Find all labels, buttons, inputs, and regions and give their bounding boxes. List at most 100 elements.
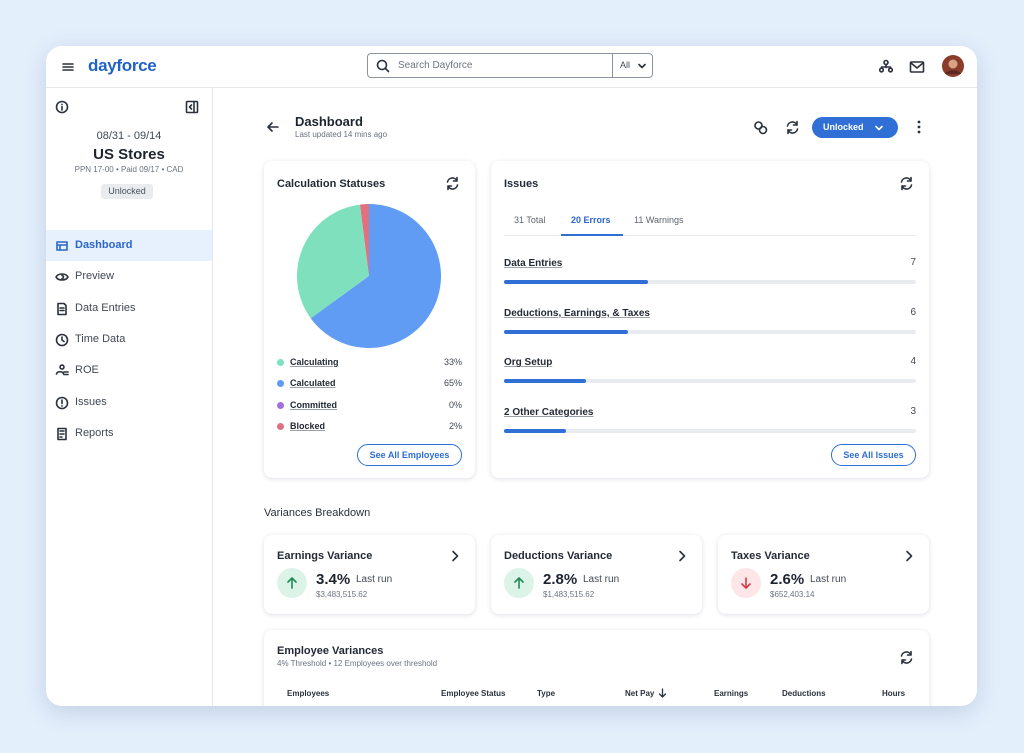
icon-path	[906, 550, 913, 562]
nav-label: Preview	[75, 270, 115, 283]
variance-card: Deductions Variance 2.8% Last run $1,483,51…	[491, 535, 702, 614]
icon-path	[55, 333, 69, 347]
search-scope[interactable]: All	[612, 54, 653, 77]
nav-item[interactable]: Preview	[46, 261, 212, 292]
variance-caption: Last run	[810, 574, 847, 585]
legend-label[interactable]: Calculating	[290, 357, 339, 367]
more-icon[interactable]	[916, 119, 922, 135]
legend-value: 0%	[448, 399, 462, 410]
pie-slice	[310, 204, 441, 348]
column-header[interactable]: Type	[537, 689, 556, 698]
menu-icon[interactable]	[61, 60, 75, 74]
calculation-card: Calculation Statuses See All Employees C…	[264, 161, 475, 478]
pie-chart	[297, 204, 441, 348]
chevron-icon[interactable]	[450, 550, 460, 562]
mail-icon[interactable]	[909, 59, 925, 75]
nav-label: Data Entries	[75, 301, 136, 314]
org-icon[interactable]	[878, 59, 894, 75]
search-icon	[376, 59, 390, 73]
chevron-icon[interactable]	[677, 550, 687, 562]
trend-arrow	[741, 577, 751, 589]
column-header[interactable]: Net Pay	[625, 689, 655, 698]
see-all-issues[interactable]: See All Issues	[831, 444, 916, 466]
variance-title: Earnings Variance	[277, 550, 373, 562]
pie-slice	[297, 204, 369, 319]
variance-caption: Last run	[583, 574, 620, 585]
back-icon[interactable]	[266, 120, 280, 134]
column-header[interactable]: Employee Status	[441, 689, 506, 698]
issue-count: 3	[910, 406, 916, 418]
variance-amount: $652,403.14	[770, 590, 815, 599]
card-title: Calculation Statuses	[277, 178, 386, 190]
issue-category[interactable]: Deductions, Earnings, & Taxes	[504, 307, 650, 319]
sidebar: 08/31 - 09/14 US Stores PPN 17-00 • Paid…	[46, 88, 213, 706]
issue-tab[interactable]: 31 Total	[514, 215, 546, 225]
issue-bar	[504, 429, 566, 434]
lock-button-label: Unlocked	[823, 122, 864, 132]
issue-category[interactable]: Org Setup	[504, 357, 553, 369]
column-header[interactable]: Employees	[287, 689, 330, 698]
icon-path	[679, 550, 686, 562]
store-name: US Stores	[93, 146, 165, 163]
legend-dot	[277, 380, 284, 388]
settings-icon[interactable]	[753, 120, 768, 135]
trend-arrow	[514, 577, 524, 589]
variance-change: 2.6%	[770, 571, 805, 588]
nav-icon	[57, 427, 67, 441]
legend-dot	[277, 401, 284, 409]
variance-amount: $3,483,515.62	[316, 590, 368, 599]
nav-icon	[56, 241, 68, 251]
legend-dot	[277, 359, 284, 366]
refresh-icon[interactable]	[445, 176, 460, 191]
issues-card: Issues See All Issues 31 Total 20 Errors 1…	[491, 161, 929, 478]
column-header[interactable]: Hours	[882, 689, 906, 698]
issue-count: 7	[910, 257, 916, 268]
card-title: Employee Variances	[277, 645, 384, 657]
nav-item[interactable]: Reports	[46, 418, 212, 449]
variance-change: 2.8%	[543, 571, 578, 588]
icon-path	[55, 273, 69, 282]
search-box[interactable]: Search Dayforce All	[367, 53, 653, 78]
icon-path	[57, 427, 67, 441]
nav-icon	[55, 364, 69, 376]
issue-tab[interactable]: 20 Errors	[571, 215, 611, 225]
see-all-employees[interactable]: See All Employees	[357, 444, 462, 466]
nav-item[interactable]: ROE	[46, 355, 212, 386]
card-title: Issues	[504, 178, 539, 190]
issue-tab[interactable]: 11 Warnings	[634, 215, 684, 225]
icon-path	[56, 241, 68, 251]
nav-item[interactable]: Issues	[46, 387, 212, 418]
lock-button[interactable]: Unlocked	[812, 117, 898, 138]
info-icon[interactable]	[55, 100, 69, 114]
issue-track	[504, 379, 916, 384]
collapse-icon[interactable]	[185, 100, 199, 114]
variance-title: Deductions Variance	[504, 550, 613, 562]
nav-item[interactable]: Time Data	[46, 324, 212, 355]
legend-label[interactable]: Blocked	[290, 420, 326, 431]
issue-count: 6	[910, 306, 916, 318]
issue-category[interactable]: Data Entries	[504, 258, 563, 269]
issue-bar	[504, 329, 628, 334]
nav-icon	[57, 302, 67, 315]
legend-label[interactable]: Committed	[290, 399, 337, 410]
refresh-icon[interactable]	[899, 176, 914, 191]
sort-icon[interactable]	[658, 688, 667, 698]
nav-label: Issues	[75, 395, 107, 408]
nav-item[interactable]: Data Entries	[46, 293, 212, 324]
variance-change: 3.4%	[316, 571, 351, 588]
card-subtitle: 4% Threshold • 12 Employees over thresho…	[277, 659, 438, 668]
nav-label: Reports	[75, 426, 114, 439]
brand[interactable]: dayforce	[88, 56, 157, 75]
column-header[interactable]: Earnings	[714, 689, 749, 698]
refresh-icon[interactable]	[785, 120, 800, 135]
search-placeholder: Search Dayforce	[398, 60, 473, 71]
avatar[interactable]	[942, 55, 964, 77]
nav-icon	[55, 396, 69, 409]
issue-category[interactable]: 2 Other Categories	[504, 407, 594, 419]
column-header[interactable]: Deductions	[782, 689, 826, 698]
chevron-icon[interactable]	[904, 550, 914, 562]
variance-title: Taxes Variance	[731, 550, 810, 562]
refresh-icon[interactable]	[899, 650, 914, 665]
legend-label[interactable]: Calculated	[290, 378, 336, 389]
nav-item[interactable]: Dashboard	[46, 230, 212, 261]
